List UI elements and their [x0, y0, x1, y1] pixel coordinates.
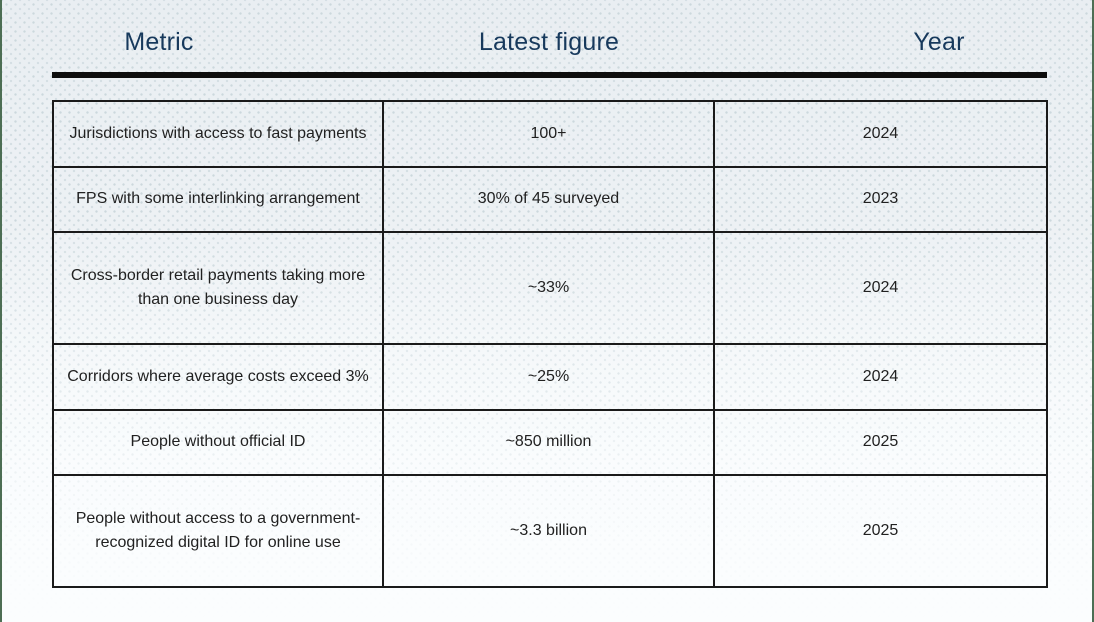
metric-cell: People without official ID — [52, 408, 384, 477]
header-divider-rule — [52, 72, 1047, 78]
figure-cell: 30% of 45 surveyed — [382, 165, 715, 234]
metric-cell: Cross-border retail payments taking more… — [52, 231, 384, 345]
figure-cell: 100+ — [382, 100, 715, 168]
figure-cell: ~3.3 billion — [382, 474, 715, 588]
table-header-row: Metric Latest figure Year — [2, 28, 1092, 57]
metrics-table-body: Jurisdictions with access to fast paymen… — [52, 100, 1048, 588]
year-cell: 2024 — [713, 231, 1048, 345]
metric-cell: FPS with some interlinking arrangement — [52, 165, 384, 234]
table-row: People without access to a government-re… — [52, 474, 1048, 588]
table-row: Jurisdictions with access to fast paymen… — [52, 100, 1048, 168]
table-row: Cross-border retail payments taking more… — [52, 231, 1048, 345]
figure-cell: ~33% — [382, 231, 715, 345]
metric-cell: People without access to a government-re… — [52, 474, 384, 588]
year-cell: 2023 — [713, 165, 1048, 234]
metric-cell: Jurisdictions with access to fast paymen… — [52, 100, 384, 168]
column-header-metric: Metric — [124, 28, 194, 56]
figure-cell: ~850 million — [382, 408, 715, 477]
metric-cell: Corridors where average costs exceed 3% — [52, 342, 384, 411]
table-row: Corridors where average costs exceed 3% ~… — [52, 342, 1048, 411]
figure-cell: ~25% — [382, 342, 715, 411]
year-cell: 2024 — [713, 100, 1048, 168]
year-cell: 2024 — [713, 342, 1048, 411]
table-row: FPS with some interlinking arrangement 30… — [52, 165, 1048, 234]
table-row: People without official ID ~850 million 20… — [52, 408, 1048, 477]
column-header-year: Year — [913, 28, 965, 56]
year-cell: 2025 — [713, 408, 1048, 477]
column-header-latest-figure: Latest figure — [478, 28, 620, 56]
metrics-table: Jurisdictions with access to fast paymen… — [52, 100, 1048, 588]
year-cell: 2025 — [713, 474, 1048, 588]
